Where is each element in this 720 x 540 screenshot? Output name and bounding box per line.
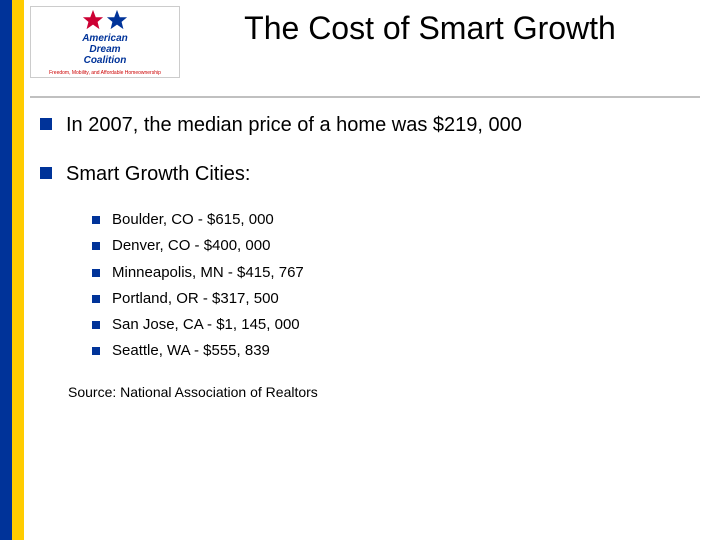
bullet-item: In 2007, the median price of a home was … [40, 112, 680, 139]
logo-text: American Dream Coalition [82, 33, 128, 66]
city-list: Boulder, CO - $615, 000 Denver, CO - $40… [92, 210, 680, 362]
list-item: Minneapolis, MN - $415, 767 [92, 263, 680, 283]
bullet-icon [92, 242, 100, 250]
logo-line3: Coalition [84, 55, 127, 66]
slide-content: In 2007, the median price of a home was … [40, 112, 680, 400]
list-item: Seattle, WA - $555, 839 [92, 341, 680, 361]
title-underline [30, 96, 700, 98]
bullet-text: Smart Growth Cities: [66, 161, 250, 188]
logo-line1: American [82, 33, 128, 44]
list-item: San Jose, CA - $1, 145, 000 [92, 315, 680, 335]
logo-tagline: Freedom, Mobility, and Affordable Homeow… [49, 70, 161, 76]
bullet-text: In 2007, the median price of a home was … [66, 112, 522, 139]
list-item: Portland, OR - $317, 500 [92, 289, 680, 309]
star-icon [82, 9, 104, 31]
list-item: Boulder, CO - $615, 000 [92, 210, 680, 230]
bullet-icon [92, 347, 100, 355]
bullet-icon [92, 216, 100, 224]
logo-line2: Dream [89, 44, 120, 55]
city-label: Boulder, CO - $615, 000 [112, 210, 274, 230]
logo: American Dream Coalition Freedom, Mobili… [30, 6, 180, 78]
bullet-icon [40, 167, 52, 179]
star-icon [106, 9, 128, 31]
logo-stars [82, 9, 128, 31]
city-label: San Jose, CA - $1, 145, 000 [112, 315, 300, 335]
bullet-icon [40, 118, 52, 130]
source-text: Source: National Association of Realtors [68, 384, 680, 400]
left-stripe-blue [0, 0, 12, 540]
left-stripe-yellow [12, 0, 24, 540]
city-label: Seattle, WA - $555, 839 [112, 341, 270, 361]
slide-title: The Cost of Smart Growth [190, 10, 670, 47]
city-label: Portland, OR - $317, 500 [112, 289, 279, 309]
bullet-icon [92, 321, 100, 329]
bullet-item: Smart Growth Cities: [40, 161, 680, 188]
city-label: Denver, CO - $400, 000 [112, 236, 270, 256]
city-label: Minneapolis, MN - $415, 767 [112, 263, 304, 283]
list-item: Denver, CO - $400, 000 [92, 236, 680, 256]
bullet-icon [92, 269, 100, 277]
bullet-icon [92, 295, 100, 303]
